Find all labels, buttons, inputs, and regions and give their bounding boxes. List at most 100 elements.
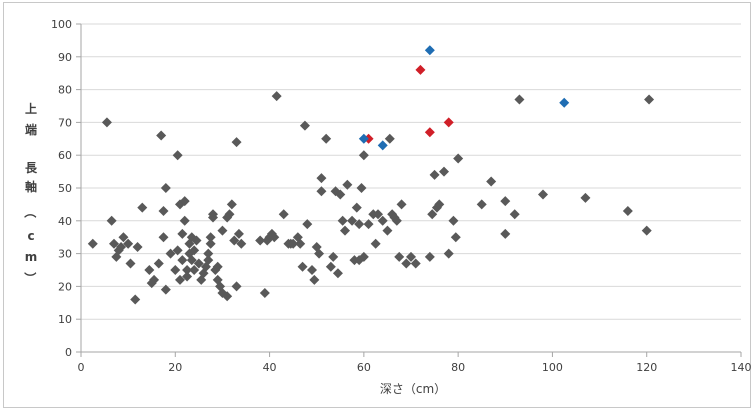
y-tick-label: 80 xyxy=(58,84,72,97)
data-point-red xyxy=(415,64,426,75)
data-point-gray xyxy=(87,238,98,249)
data-point-gray xyxy=(149,274,160,285)
data-point-gray xyxy=(580,192,591,203)
data-point-gray xyxy=(116,242,127,253)
x-tick-label: 80 xyxy=(451,361,465,374)
x-tick-label: 60 xyxy=(357,361,371,374)
y-axis-title-char: 長 xyxy=(25,160,38,175)
x-tick-label: 120 xyxy=(636,361,657,374)
data-point-gray xyxy=(208,212,218,223)
data-point-gray xyxy=(156,130,167,141)
data-point-gray xyxy=(288,238,299,249)
data-point-gray xyxy=(153,258,164,269)
data-point-gray xyxy=(314,248,325,259)
data-point-gray xyxy=(363,219,374,230)
data-point-gray xyxy=(476,199,487,210)
y-axis-title-char: 軸 xyxy=(25,179,37,194)
y-tick-label: 0 xyxy=(65,346,72,359)
data-point-gray xyxy=(217,225,228,236)
data-point-gray xyxy=(165,248,176,259)
data-point-gray xyxy=(226,199,237,210)
data-point-gray xyxy=(309,274,320,285)
data-point-gray xyxy=(377,215,388,226)
data-point-gray xyxy=(342,179,353,190)
data-point-gray xyxy=(401,258,412,269)
grid-layer xyxy=(81,23,741,320)
data-point-gray xyxy=(382,225,393,236)
data-point-gray xyxy=(182,271,193,282)
data-point-gray xyxy=(384,133,395,144)
data-point-gray xyxy=(509,209,520,220)
data-point-gray xyxy=(370,238,381,249)
data-point-gray xyxy=(205,238,216,249)
data-point-gray xyxy=(132,242,143,253)
data-point-gray xyxy=(222,291,233,302)
x-axis-title: 深さ（cm） xyxy=(380,382,446,396)
data-point-gray xyxy=(644,94,655,105)
data-point-red xyxy=(443,117,454,128)
data-point-gray xyxy=(177,228,188,239)
data-point-gray xyxy=(427,209,438,220)
data-point-gray xyxy=(354,219,365,230)
chart-frame xyxy=(3,2,751,408)
y-tick-label: 100 xyxy=(51,18,72,31)
y-tick-label: 40 xyxy=(58,215,72,228)
data-point-gray xyxy=(396,199,407,210)
data-point-gray xyxy=(118,232,129,243)
data-point-gray xyxy=(439,166,449,177)
data-point-gray xyxy=(358,251,369,262)
data-point-gray xyxy=(212,261,223,272)
data-point-gray xyxy=(186,255,197,266)
data-point-gray xyxy=(172,150,183,161)
data-point-gray xyxy=(233,228,244,239)
data-point-gray xyxy=(307,265,317,275)
axis-layer xyxy=(76,23,742,357)
data-point-gray xyxy=(316,173,327,184)
data-point-gray xyxy=(125,258,136,269)
data-point-gray xyxy=(189,265,200,275)
data-point-gray xyxy=(158,205,169,216)
data-point-gray xyxy=(335,189,346,200)
data-point-gray xyxy=(500,228,511,239)
data-point-gray xyxy=(278,209,289,220)
data-point-gray xyxy=(191,235,202,246)
data-point-gray xyxy=(160,183,171,193)
y-axis-title-char: m xyxy=(25,250,38,264)
data-point-gray xyxy=(179,196,190,207)
y-axis-title-char: ） xyxy=(23,272,38,284)
y-tick-label: 10 xyxy=(58,313,72,326)
data-point-gray xyxy=(321,133,332,144)
data-point-gray xyxy=(332,268,343,279)
data-point-gray xyxy=(391,215,402,226)
data-point-gray xyxy=(328,251,339,262)
y-tick-label: 20 xyxy=(58,280,72,293)
y-tick-label: 60 xyxy=(58,149,72,162)
data-point-gray xyxy=(356,183,367,193)
data-point-blue xyxy=(358,133,369,144)
data-point-gray xyxy=(269,232,280,243)
x-tick-label: 0 xyxy=(78,361,85,374)
data-point-gray xyxy=(160,284,171,295)
data-point-red xyxy=(424,127,435,138)
data-point-gray xyxy=(302,219,313,230)
y-tick-label: 90 xyxy=(58,51,72,64)
data-point-gray xyxy=(443,248,454,259)
data-point-gray xyxy=(123,238,134,249)
data-point-gray xyxy=(424,251,435,262)
x-tick-label: 40 xyxy=(263,361,277,374)
data-point-gray xyxy=(203,255,214,266)
data-point-gray xyxy=(358,150,369,161)
data-point-gray xyxy=(299,120,310,131)
tick-labels: 0 20 40 60 80 100 120 140 0 10 20 30 40 50 60 70 80 90 100 xyxy=(51,18,752,374)
x-tick-label: 140 xyxy=(731,361,752,374)
data-point-gray xyxy=(137,202,148,213)
data-point-blue xyxy=(377,140,388,151)
data-point-gray xyxy=(325,261,336,272)
y-axis-title-char: c xyxy=(27,229,34,243)
data-point-gray xyxy=(182,265,193,275)
x-tick-label: 20 xyxy=(168,361,182,374)
data-point-gray xyxy=(429,169,440,180)
